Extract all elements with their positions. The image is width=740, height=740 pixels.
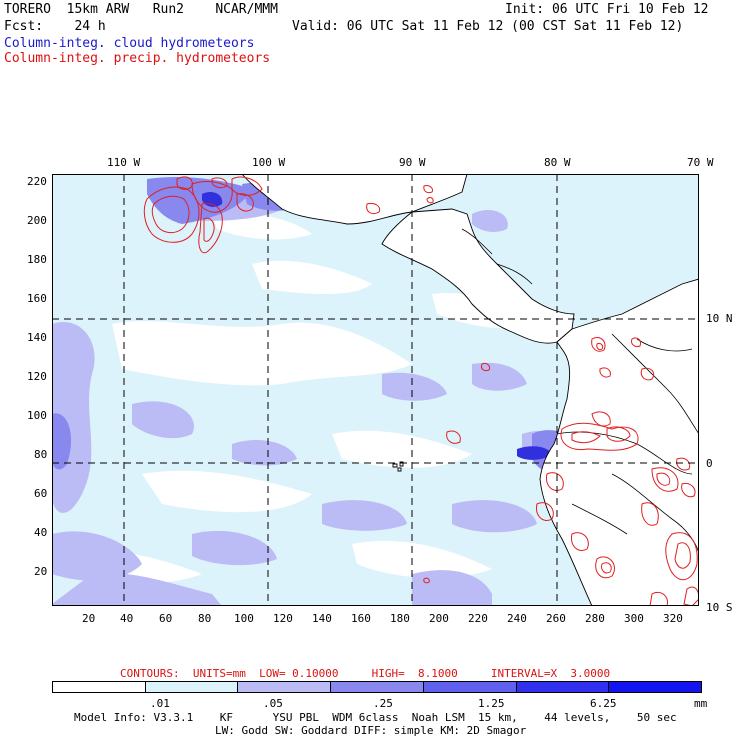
lat-label-10s: 10 S [706, 601, 733, 614]
y-tick: 60 [34, 487, 48, 500]
x-tick: 100 [234, 612, 254, 625]
x-tick: 140 [312, 612, 332, 625]
land-guatemala-to-panama [381, 208, 575, 344]
x-tick: 20 [82, 612, 96, 625]
y-tick: 200 [27, 214, 47, 227]
colorbar-segment [331, 682, 424, 692]
y-tick: 140 [27, 331, 47, 344]
y-tick: 180 [27, 253, 47, 266]
precip-contours [143, 176, 699, 606]
colorbar-label: .05 [263, 697, 283, 710]
colorbar-segment [145, 682, 239, 692]
x-tick: 300 [624, 612, 644, 625]
x-tick: 160 [351, 612, 371, 625]
colorbar-label: .25 [373, 697, 393, 710]
x-tick: 40 [120, 612, 134, 625]
land-areas [241, 174, 699, 606]
land-central-america [241, 174, 468, 225]
x-tick: 260 [546, 612, 566, 625]
colorbar-units: mm [694, 697, 708, 710]
y-tick: 80 [34, 448, 48, 461]
header-forecast-hour: Fcst: 24 h [4, 19, 106, 34]
colorbar-segment [609, 682, 702, 692]
colorbar-segment [53, 682, 146, 692]
y-tick: 160 [27, 292, 47, 305]
x-tick: 220 [468, 612, 488, 625]
x-tick: 120 [273, 612, 293, 625]
footer-physics-info: LW: Godd SW: Goddard DIFF: simple KM: 2D… [215, 724, 527, 737]
x-tick: 200 [429, 612, 449, 625]
footer-model-info: Model Info: V3.3.1 KF YSU PBL WDM 6class… [74, 711, 677, 724]
colorbar-segment [423, 682, 517, 692]
map-frame [52, 174, 699, 606]
x-tick: 80 [198, 612, 212, 625]
legend-precip-hydrometeors: Column-integ. precip. hydrometeors [4, 51, 271, 66]
land-south-america [539, 278, 699, 606]
y-tick: 120 [27, 370, 47, 383]
lon-label-110w: 110 W [107, 156, 141, 169]
lon-label-70w: 70 W [687, 156, 714, 169]
colorbar-label: 1.25 [478, 697, 505, 710]
colorbar-label: 6.25 [590, 697, 617, 710]
x-tick: 180 [390, 612, 410, 625]
header-model-title: TORERO 15km ARW Run2 NCAR/MMM [4, 2, 278, 17]
land-galapagos [392, 461, 404, 472]
header-valid-time: Valid: 06 UTC Sat 11 Feb 12 (00 CST Sat … [292, 19, 684, 34]
x-tick: 60 [159, 612, 173, 625]
lon-label-100w: 100 W [252, 156, 286, 169]
x-tick: 240 [507, 612, 527, 625]
y-tick: 40 [34, 526, 48, 539]
header-init-time: Init: 06 UTC Fri 10 Feb 12 [505, 2, 709, 17]
lat-label-0: 0 [706, 457, 713, 470]
forecast-map [52, 174, 699, 606]
y-tick: 20 [34, 565, 48, 578]
colorbar-segment [238, 682, 332, 692]
lat-label-10n: 10 N [706, 312, 733, 325]
y-tick: 220 [27, 175, 47, 188]
lon-label-80w: 80 W [544, 156, 571, 169]
colorbar [52, 681, 702, 693]
colorbar-segment [516, 682, 610, 692]
y-tick: 100 [27, 409, 47, 422]
x-tick: 280 [585, 612, 605, 625]
x-tick: 320 [663, 612, 683, 625]
lon-label-90w: 90 W [399, 156, 426, 169]
colorbar-label: .01 [150, 697, 170, 710]
contours-info: CONTOURS: UNITS=mm LOW= 0.10000 HIGH= 8.… [120, 667, 611, 680]
legend-cloud-hydrometeors: Column-integ. cloud hydrometeors [4, 36, 255, 51]
lat-lon-grid [52, 174, 699, 606]
